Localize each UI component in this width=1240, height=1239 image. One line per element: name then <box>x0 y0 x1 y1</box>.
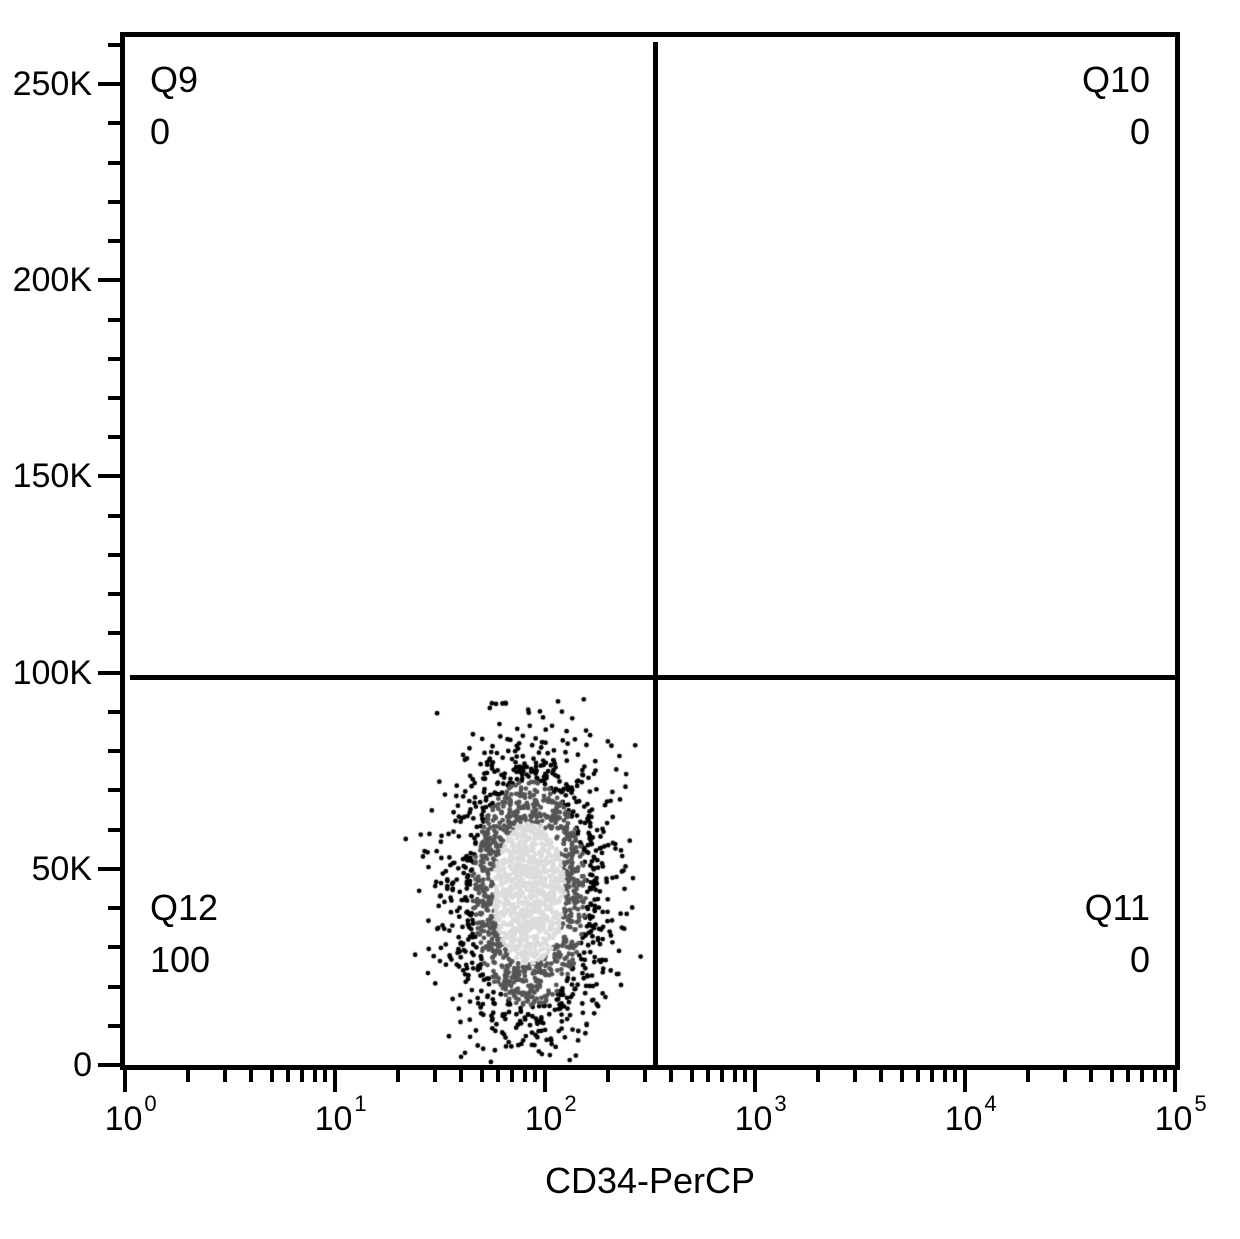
y-tick-label: 250K <box>13 67 92 101</box>
quadrant-q12-value: 100 <box>150 942 210 978</box>
quadrant-q9-name: Q9 <box>150 62 198 98</box>
y-tick-label: 150K <box>13 459 92 493</box>
quadrant-q11-value: 0 <box>1130 942 1150 978</box>
x-axis-label: CD34-PerCP <box>545 1160 755 1202</box>
x-tick-label: 100 <box>105 1102 155 1136</box>
y-tick-label: 100K <box>13 656 92 690</box>
chart-container: Q9 0 Q10 0 Q11 0 Q12 100 0 50K 100K 150K 200… <box>0 0 1240 1239</box>
quadrant-q12-name: Q12 <box>150 890 218 926</box>
quadrant-vline <box>653 42 658 1070</box>
quadrant-hline <box>130 675 1180 680</box>
y-tick-label: 0 <box>73 1048 92 1082</box>
x-tick-label: 103 <box>735 1102 785 1136</box>
y-tick-label: 200K <box>13 263 92 297</box>
plot-area: Q9 0 Q10 0 Q11 0 Q12 100 <box>120 32 1180 1070</box>
y-tick-label: 50K <box>32 852 93 886</box>
quadrant-q10-name: Q10 <box>1082 62 1150 98</box>
quadrant-q9-value: 0 <box>150 114 170 150</box>
quadrant-q11-name: Q11 <box>1085 890 1150 926</box>
x-tick-label: 102 <box>525 1102 575 1136</box>
quadrant-q10-value: 0 <box>1130 114 1150 150</box>
x-tick-label: 105 <box>1155 1102 1205 1136</box>
x-tick-label: 104 <box>945 1102 995 1136</box>
x-tick-label: 101 <box>315 1102 365 1136</box>
